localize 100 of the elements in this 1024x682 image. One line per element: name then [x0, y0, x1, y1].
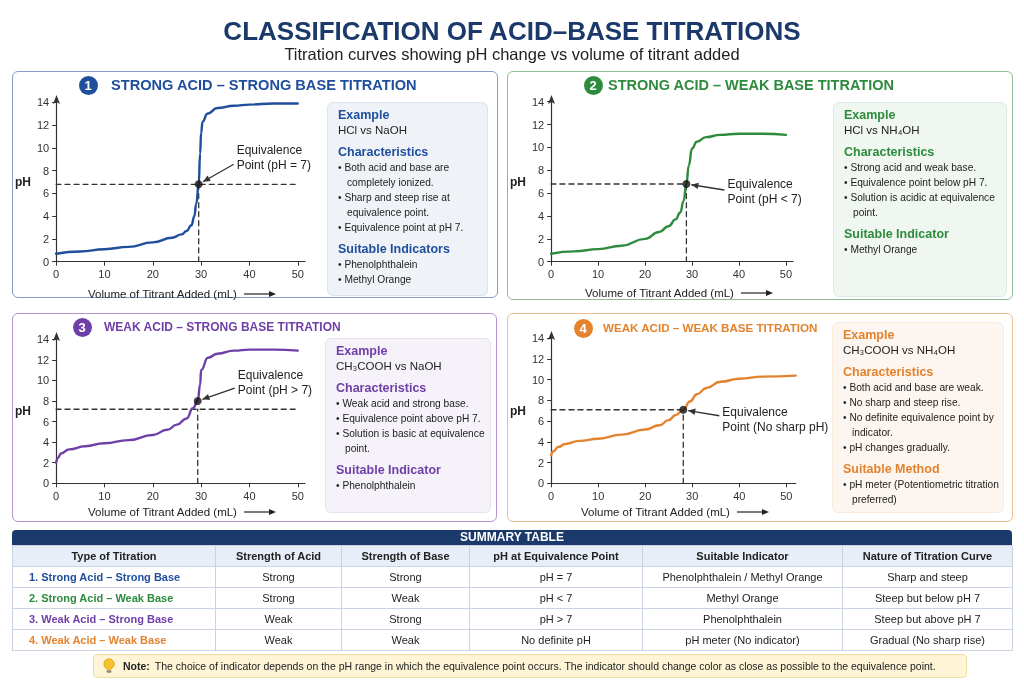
x-tick-label: 50 — [780, 489, 793, 502]
x-axis-title: Volume of Titrant Added (mL) — [88, 505, 237, 519]
text: Example — [843, 327, 896, 343]
y-tick-label: 8 — [43, 395, 50, 408]
x-tick-label: 0 — [548, 268, 555, 281]
text: Example — [338, 107, 391, 123]
text: • No definite equivalence point by indicator. — [843, 411, 995, 440]
text: Suitable Indicator — [844, 226, 950, 242]
text: Weak — [341, 587, 470, 609]
y-tick-label: 8 — [538, 164, 545, 177]
text: Suitable Indicators — [338, 241, 451, 257]
x-tick-label: 40 — [733, 489, 746, 502]
text: 1 — [78, 75, 98, 95]
text: Strength of Acid — [215, 545, 342, 567]
text: HCl vs NaOH — [338, 123, 408, 138]
text: CH₃COOH vs NaOH — [336, 359, 443, 374]
text: Suitable Method — [843, 461, 941, 477]
x-tick-label: 30 — [194, 268, 208, 281]
text: Strong — [341, 608, 470, 630]
y-tick-label: 2 — [43, 456, 50, 469]
x-tick-label: 0 — [548, 489, 555, 502]
x-tick-label: 10 — [98, 489, 111, 502]
y-axis-title: pH — [510, 403, 526, 418]
text: Characteristics — [336, 380, 428, 396]
x-tick-label: 10 — [98, 268, 111, 281]
y-tick-label: 14 — [36, 96, 50, 109]
text: • Equivalence point above pH 7. — [336, 412, 482, 426]
y-tick-label: 6 — [538, 187, 545, 200]
text: 4. Weak Acid – Weak Base — [12, 629, 216, 651]
text: • No sharp and steep rise. — [843, 396, 962, 410]
text: CH₃COOH vs NH₄OH — [843, 343, 957, 358]
y-tick-label: 6 — [538, 415, 545, 428]
x-tick-label: 20 — [639, 489, 652, 502]
text: Weak — [215, 608, 342, 630]
y-tick-label: 4 — [538, 209, 545, 222]
y-tick-label: 10 — [531, 373, 545, 386]
text: Example — [844, 107, 897, 123]
text: 3. Weak Acid – Strong Base — [12, 608, 216, 630]
x-tick-label: 10 — [592, 489, 605, 502]
annotation: Equivalence Point (pH = 7) — [236, 143, 312, 174]
text: 3 — [72, 317, 92, 337]
text: 2 — [583, 75, 603, 95]
y-tick-label: 2 — [43, 232, 50, 245]
x-tick-label: 20 — [638, 268, 652, 281]
text: Suitable Indicator — [336, 462, 442, 478]
text: • Methyl Orange — [338, 273, 413, 287]
x-tick-label: 10 — [591, 268, 605, 281]
text: Phenolphthalein — [642, 608, 843, 630]
text: Gradual (No sharp rise) — [842, 629, 1013, 651]
text: Example — [336, 343, 389, 359]
y-tick-label: 0 — [43, 255, 50, 268]
y-tick-label: 0 — [538, 477, 545, 490]
y-tick-label: 2 — [538, 232, 545, 245]
y-tick-label: 6 — [43, 415, 50, 428]
text: pH > 7 — [469, 608, 643, 630]
y-tick-label: 10 — [36, 141, 50, 154]
text: CLASSIFICATION OF ACID–BASE TITRATIONS — [223, 16, 801, 46]
text: pH meter (No indicator) — [642, 629, 843, 651]
x-tick-label: 50 — [291, 489, 304, 502]
annotation: Equivalence Point (pH < 7) — [727, 176, 802, 207]
text: Sharp and steep — [842, 566, 1013, 588]
y-tick-label: 4 — [43, 436, 50, 449]
y-tick-label: 12 — [531, 118, 545, 131]
text: 2. Strong Acid – Weak Base — [12, 587, 216, 609]
y-tick-label: 12 — [531, 353, 545, 366]
chart-title: WEAK ACID – WEAK BASE TITRATION — [603, 320, 818, 336]
x-tick-label: 40 — [732, 268, 746, 281]
text: The choice of indicator depends on the pH range in which the equivalence point occurs. The indicator should change color as close as possible to the equivalence point. — [154, 660, 936, 672]
y-tick-label: 12 — [36, 119, 50, 132]
y-tick-label: 0 — [538, 255, 545, 268]
text: • Both acid and base are weak. — [843, 381, 985, 395]
annotation: Equivalence Point (pH > 7) — [237, 368, 313, 398]
y-tick-label: 12 — [36, 353, 50, 366]
text: 1. Strong Acid – Strong Base — [12, 566, 216, 588]
text: Type of Titration — [12, 545, 216, 567]
text: Steep but above pH 7 — [842, 608, 1013, 630]
y-tick-label: 14 — [531, 95, 545, 108]
chart-title: STRONG ACID – WEAK BASE TITRATION — [608, 76, 894, 94]
text: Characteristics — [843, 364, 935, 380]
annotation: Equivalence Point (No sharp pH) — [722, 404, 829, 435]
text: Nature of Titration Curve — [842, 545, 1013, 567]
text: Weak — [215, 629, 342, 651]
text: • Solution is basic at equivalence point. — [336, 427, 486, 456]
x-tick-label: 0 — [53, 268, 60, 281]
text: • Phenolphthalein — [338, 258, 419, 272]
y-tick-label: 4 — [43, 210, 50, 223]
text: • Weak acid and strong base. — [336, 397, 470, 411]
x-tick-label: 0 — [53, 489, 60, 502]
y-axis-title: pH — [510, 174, 526, 189]
text: • Equivalence point below pH 7. — [844, 176, 989, 190]
y-tick-label: 4 — [538, 435, 545, 448]
text: • Both acid and base are completely ionized. — [338, 161, 451, 190]
y-tick-label: 6 — [43, 187, 50, 200]
text: • Strong acid and weak base. — [844, 161, 978, 175]
text: Weak — [341, 629, 470, 651]
y-tick-label: 14 — [531, 332, 545, 345]
chart-title: WEAK ACID – STRONG BASE TITRATION — [104, 319, 341, 336]
y-axis-title: pH — [15, 175, 31, 189]
text: Titration curves showing pH change vs volume of titrant added — [284, 45, 740, 63]
text: pH at Equivalence Point — [469, 545, 643, 567]
